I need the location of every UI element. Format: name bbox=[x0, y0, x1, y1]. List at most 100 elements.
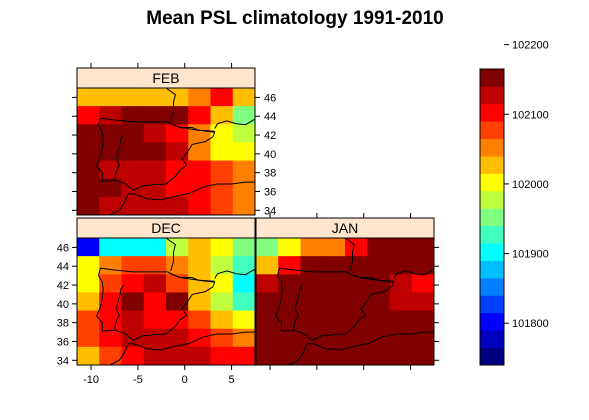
heatmap-cell bbox=[232, 292, 256, 311]
heatmap-cell bbox=[166, 106, 189, 125]
heatmap-cell bbox=[143, 328, 167, 348]
heatmap-cell bbox=[210, 346, 234, 366]
heatmap-cell bbox=[322, 238, 346, 257]
colorbar-segment bbox=[480, 330, 504, 348]
colorbar-segment bbox=[480, 173, 504, 192]
heatmap-cell bbox=[210, 196, 234, 216]
heatmap-cell bbox=[143, 238, 167, 257]
heatmap-cell bbox=[188, 106, 211, 125]
heatmap-cell bbox=[77, 256, 100, 275]
heatmap-cell bbox=[77, 196, 100, 216]
colorbar-segment bbox=[480, 103, 504, 122]
heatmap-cell bbox=[367, 310, 390, 330]
heatmap-cell bbox=[188, 328, 211, 348]
heatmap-cell bbox=[278, 328, 301, 348]
colorbar-segment bbox=[480, 121, 504, 140]
coastline-path bbox=[344, 238, 355, 272]
heatmap-cell bbox=[121, 106, 145, 125]
heatmap-cell bbox=[367, 346, 390, 366]
panel-frame bbox=[76, 237, 256, 366]
heatmap-cell bbox=[411, 274, 435, 293]
y-tick-label: 42 bbox=[264, 130, 276, 142]
heatmap-cell bbox=[256, 310, 279, 330]
heatmap-cell bbox=[345, 238, 368, 257]
coastline bbox=[96, 238, 255, 365]
heatmap-cell bbox=[188, 274, 211, 293]
colorbar-segment bbox=[480, 156, 504, 174]
colorbar-frame bbox=[479, 68, 505, 366]
colorbar-segment bbox=[480, 295, 504, 314]
heatmap-cell bbox=[278, 346, 301, 366]
y-tick-label: 42 bbox=[57, 280, 69, 292]
heatmap-cell bbox=[99, 292, 122, 311]
heatmap-cell bbox=[278, 274, 301, 293]
heatmap-cell bbox=[77, 238, 100, 257]
heatmap-cell bbox=[166, 238, 189, 257]
coastline-path bbox=[114, 134, 125, 181]
coastline bbox=[275, 238, 434, 365]
heatmap-cell bbox=[188, 346, 211, 366]
heatmap-cell bbox=[389, 238, 413, 257]
coastline-path bbox=[165, 88, 176, 122]
heatmap-cell bbox=[367, 238, 390, 257]
colorbar-tick-label: 102000 bbox=[512, 179, 549, 191]
coastline-path bbox=[393, 268, 434, 279]
heatmap-cell bbox=[166, 310, 189, 330]
heatmap-cell bbox=[232, 124, 256, 143]
x-tick-label: 5 bbox=[229, 374, 235, 386]
heatmap-cell bbox=[300, 346, 324, 366]
heatmap-cell bbox=[99, 310, 122, 330]
heatmap-cell bbox=[121, 88, 145, 107]
heatmap-cell bbox=[121, 124, 145, 143]
colorbar-segment bbox=[480, 69, 504, 87]
heatmap-cell bbox=[300, 274, 324, 293]
heatmap-cell bbox=[232, 196, 256, 216]
heatmap-cell bbox=[411, 292, 435, 311]
heatmap-cell bbox=[210, 274, 234, 293]
heatmap-cell bbox=[166, 274, 189, 293]
coastline-path bbox=[109, 343, 129, 365]
heatmap-cell bbox=[143, 160, 167, 180]
heatmap-cell bbox=[300, 292, 324, 311]
heatmap-cell bbox=[389, 346, 413, 366]
heatmap-cell bbox=[166, 178, 189, 198]
panel-dec: DEC 34 36 38 40 42 44 46 -10 -5 0 5 bbox=[57, 217, 256, 386]
heatmap-cell bbox=[210, 238, 234, 257]
panel-label: FEB bbox=[152, 70, 179, 86]
heatmap-cell bbox=[367, 328, 390, 348]
heatmap-cell bbox=[121, 178, 145, 198]
y-tick-label: 44 bbox=[264, 111, 276, 123]
heatmap-cell bbox=[210, 142, 234, 161]
heatmap-cell bbox=[210, 88, 234, 107]
heatmap-cell bbox=[210, 160, 234, 180]
coastline-path bbox=[109, 193, 129, 215]
heatmap-cell bbox=[411, 256, 435, 275]
heatmap-cell bbox=[99, 196, 122, 216]
colorbar-tick-label: 101900 bbox=[512, 249, 549, 261]
y-tick-label: 40 bbox=[57, 299, 69, 311]
heatmap-cell bbox=[300, 310, 324, 330]
heatmap-cell bbox=[232, 178, 256, 198]
heatmap-cell bbox=[411, 328, 435, 348]
heatmap-cell bbox=[210, 178, 234, 198]
y-tick-label: 44 bbox=[57, 261, 69, 273]
heatmap-cell bbox=[322, 292, 346, 311]
heatmap-cell bbox=[188, 142, 211, 161]
heatmap-cell bbox=[188, 310, 211, 330]
heatmap-cell bbox=[345, 274, 368, 293]
heatmap-cell bbox=[166, 142, 189, 161]
heatmap-cell bbox=[188, 160, 211, 180]
heatmap-cell bbox=[345, 292, 368, 311]
heatmap-cell bbox=[188, 124, 211, 143]
heatmap-cell bbox=[166, 196, 189, 216]
heatmap-cell bbox=[99, 106, 122, 125]
axis-ticks: 34 36 38 40 42 44 46 -10 -5 0 5 bbox=[57, 242, 235, 386]
y-tick-label: 46 bbox=[264, 92, 276, 104]
coastline-path bbox=[293, 284, 304, 331]
coastline-path bbox=[128, 331, 255, 351]
y-tick-label: 46 bbox=[57, 242, 69, 254]
heatmap-cell bbox=[99, 142, 122, 161]
heatmap-cell bbox=[166, 160, 189, 180]
heatmap-cell bbox=[166, 292, 189, 311]
